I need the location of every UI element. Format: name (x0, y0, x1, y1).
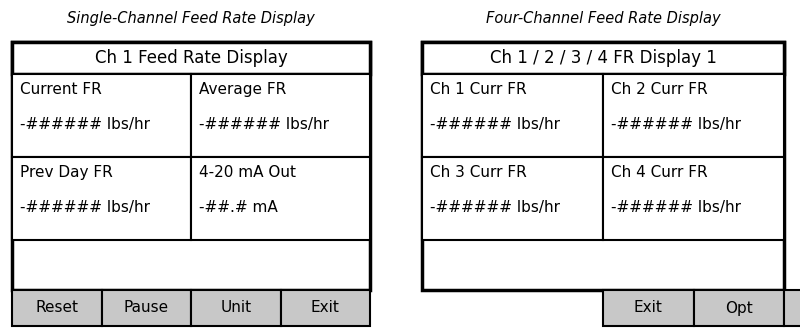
Bar (12, 157, 191, 240)
Bar (422, 157, 603, 240)
Bar (422, 42, 784, 74)
Text: Ch 1 Curr FR: Ch 1 Curr FR (430, 82, 526, 97)
Bar (12, 42, 370, 290)
Text: -##.# mA: -##.# mA (199, 200, 278, 215)
Bar (422, 74, 603, 157)
Text: Prev Day FR: Prev Day FR (20, 165, 113, 180)
Bar (784, 290, 800, 326)
Text: -###### lbs/hr: -###### lbs/hr (199, 117, 329, 132)
Text: -###### lbs/hr: -###### lbs/hr (611, 200, 741, 215)
Bar (12, 42, 370, 74)
Text: Ch 2 Curr FR: Ch 2 Curr FR (611, 82, 708, 97)
Text: Four-Channel Feed Rate Display: Four-Channel Feed Rate Display (486, 11, 720, 25)
Text: Unit: Unit (220, 301, 251, 315)
Text: Exit: Exit (634, 301, 662, 315)
Bar (422, 42, 784, 290)
Bar (191, 290, 281, 326)
Text: Average FR: Average FR (199, 82, 286, 97)
Bar (191, 74, 370, 157)
Text: Current FR: Current FR (20, 82, 102, 97)
Bar (603, 74, 784, 157)
Text: Ch 3 Curr FR: Ch 3 Curr FR (430, 165, 526, 180)
Text: Reset: Reset (35, 301, 78, 315)
Text: Pause: Pause (124, 301, 169, 315)
Text: Exit: Exit (311, 301, 340, 315)
Text: -###### lbs/hr: -###### lbs/hr (20, 117, 150, 132)
Text: Opt: Opt (725, 301, 753, 315)
Text: Single-Channel Feed Rate Display: Single-Channel Feed Rate Display (67, 11, 315, 25)
Bar (12, 290, 102, 326)
Text: Ch 4 Curr FR: Ch 4 Curr FR (611, 165, 708, 180)
Bar (12, 74, 191, 157)
Text: Ch 1 / 2 / 3 / 4 FR Display 1: Ch 1 / 2 / 3 / 4 FR Display 1 (490, 49, 717, 67)
Bar (102, 290, 191, 326)
Bar (191, 157, 370, 240)
Bar (603, 157, 784, 240)
Bar (694, 290, 784, 326)
Text: -###### lbs/hr: -###### lbs/hr (430, 200, 560, 215)
Text: -###### lbs/hr: -###### lbs/hr (20, 200, 150, 215)
Text: Ch 1 Feed Rate Display: Ch 1 Feed Rate Display (94, 49, 287, 67)
Bar (281, 290, 370, 326)
Text: -###### lbs/hr: -###### lbs/hr (430, 117, 560, 132)
Text: -###### lbs/hr: -###### lbs/hr (611, 117, 741, 132)
Text: 4-20 mA Out: 4-20 mA Out (199, 165, 296, 180)
Bar (603, 290, 694, 326)
